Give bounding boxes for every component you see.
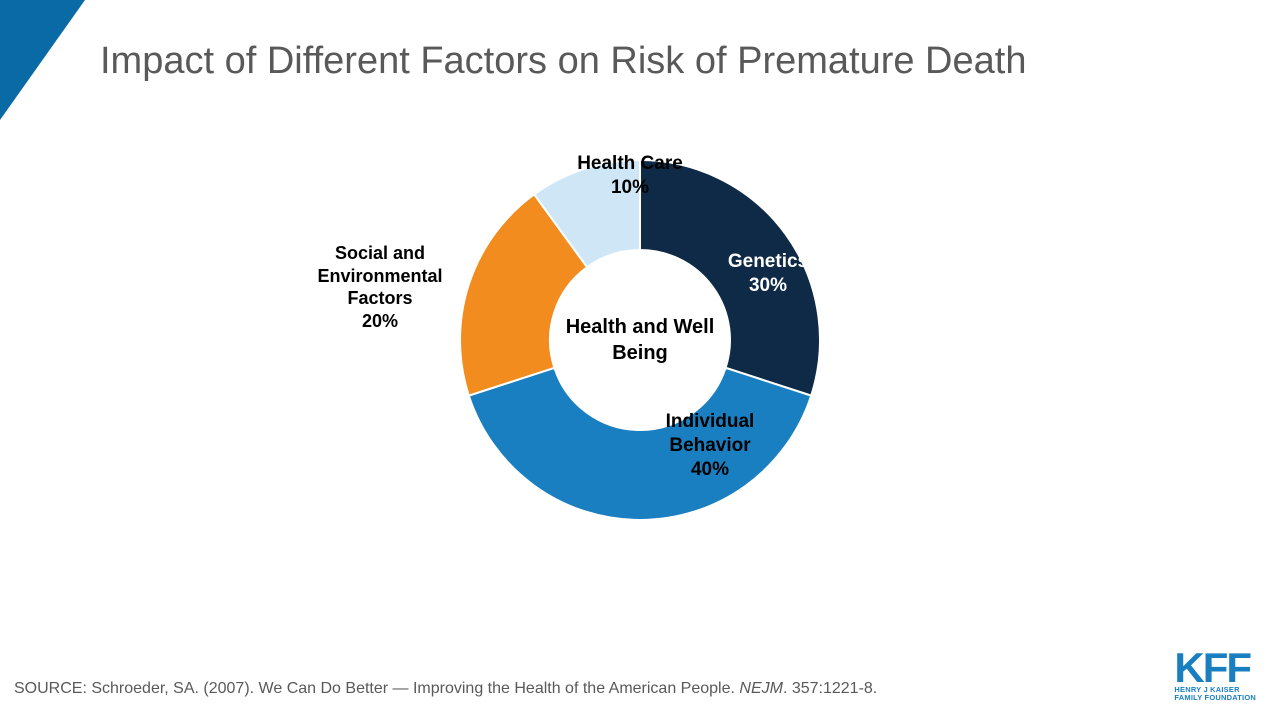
slice-label-0: Genetics 30% [708, 250, 828, 298]
source-prefix: SOURCE: Schroeder, SA. (2007). We Can Do… [14, 680, 739, 697]
source-suffix: . 357:1221-8. [783, 680, 877, 697]
page-title: Impact of Different Factors on Risk of P… [100, 40, 1220, 83]
logo-main: KFF [1174, 650, 1256, 686]
slice-label-1: Individual Behavior 40% [635, 410, 785, 481]
donut-center-label: Health and Well Being [540, 314, 740, 366]
slice-label-2: Social and Environmental Factors 20% [300, 242, 460, 332]
corner-accent [0, 0, 85, 120]
donut-chart: Health and Well Being Genetics 30% Indivi… [440, 140, 840, 540]
source-journal: NEJM [739, 680, 783, 697]
source-citation: SOURCE: Schroeder, SA. (2007). We Can Do… [14, 680, 877, 698]
slice-label-3: Health Care 10% [550, 152, 710, 200]
kff-logo: KFF HENRY J KAISER FAMILY FOUNDATION [1174, 650, 1256, 702]
chart-container: Health and Well Being Genetics 30% Indivi… [0, 140, 1280, 540]
logo-sub2: FAMILY FOUNDATION [1174, 694, 1256, 702]
